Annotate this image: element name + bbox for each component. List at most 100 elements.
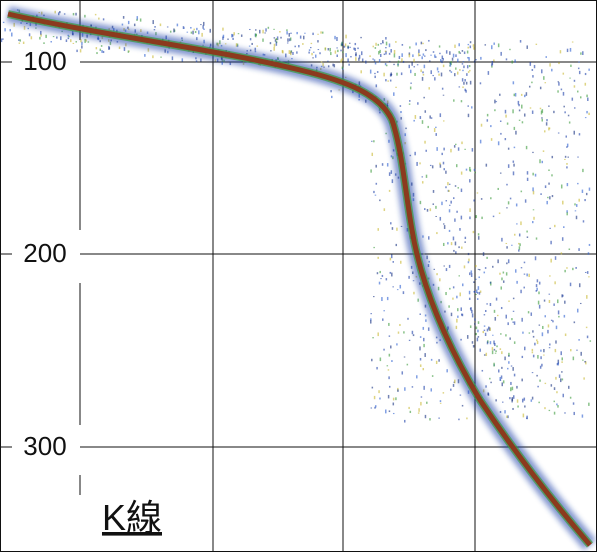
speckle bbox=[456, 211, 458, 213]
speckle bbox=[539, 282, 541, 285]
speckle bbox=[575, 210, 577, 211]
speckle bbox=[561, 89, 563, 91]
speckle bbox=[481, 217, 483, 219]
speckle bbox=[385, 37, 387, 40]
speckle bbox=[376, 183, 378, 185]
speckle bbox=[468, 261, 470, 263]
speckle bbox=[232, 38, 234, 40]
speckle bbox=[137, 16, 139, 19]
speckle bbox=[426, 256, 428, 260]
speckle bbox=[588, 276, 590, 277]
speckle bbox=[494, 100, 496, 104]
speckle bbox=[446, 50, 448, 53]
speckle bbox=[490, 282, 492, 284]
speckle bbox=[508, 361, 510, 364]
speckle bbox=[417, 299, 419, 302]
speckle bbox=[425, 319, 427, 321]
speckle bbox=[552, 156, 554, 158]
speckle bbox=[478, 269, 480, 270]
speckle bbox=[420, 364, 422, 367]
speckle bbox=[582, 51, 584, 55]
speckle bbox=[312, 33, 314, 35]
speckle bbox=[534, 343, 536, 346]
speckle bbox=[127, 27, 129, 29]
speckle bbox=[473, 47, 475, 50]
speckle bbox=[334, 64, 336, 67]
speckle bbox=[453, 99, 455, 101]
speckle bbox=[451, 313, 453, 316]
speckle bbox=[75, 13, 77, 16]
speckle bbox=[374, 59, 376, 61]
speckle bbox=[498, 141, 500, 145]
speckle bbox=[480, 82, 482, 84]
speckle bbox=[373, 296, 375, 297]
speckle bbox=[95, 14, 97, 15]
speckle bbox=[455, 67, 457, 69]
speckle bbox=[300, 36, 302, 39]
speckle bbox=[559, 374, 561, 377]
speckle bbox=[98, 18, 100, 20]
speckle bbox=[458, 246, 460, 248]
speckle bbox=[442, 88, 444, 90]
speckle bbox=[403, 291, 405, 294]
speckle bbox=[460, 339, 462, 341]
speckle bbox=[200, 58, 202, 61]
speckle bbox=[474, 61, 476, 63]
speckle bbox=[353, 48, 355, 50]
speckle bbox=[355, 52, 357, 55]
speckle bbox=[574, 85, 576, 87]
speckle bbox=[416, 162, 418, 166]
speckle bbox=[393, 398, 395, 401]
speckle bbox=[519, 109, 521, 111]
speckle bbox=[413, 120, 415, 122]
speckle bbox=[458, 51, 460, 53]
speckle bbox=[566, 146, 568, 148]
speckle bbox=[464, 51, 466, 54]
speckle bbox=[562, 295, 564, 297]
speckle bbox=[449, 265, 451, 268]
speckle bbox=[389, 335, 391, 336]
speckle bbox=[574, 321, 576, 323]
speckle bbox=[540, 356, 542, 359]
speckle bbox=[452, 58, 454, 61]
speckle bbox=[431, 117, 433, 119]
speckle bbox=[526, 273, 528, 276]
speckle bbox=[537, 355, 539, 359]
speckle bbox=[522, 399, 524, 403]
speckle bbox=[526, 45, 528, 48]
speckle bbox=[573, 357, 575, 361]
speckle bbox=[276, 42, 278, 46]
speckle bbox=[433, 51, 435, 53]
speckle bbox=[545, 185, 547, 188]
speckle bbox=[40, 31, 42, 35]
speckle bbox=[524, 398, 526, 401]
speckle bbox=[539, 325, 541, 326]
speckle bbox=[519, 120, 521, 121]
speckle bbox=[481, 198, 483, 200]
speckle bbox=[160, 24, 162, 27]
speckle bbox=[96, 52, 98, 54]
speckle bbox=[409, 340, 411, 341]
speckle bbox=[328, 65, 330, 67]
speckle bbox=[447, 242, 449, 244]
speckle bbox=[505, 315, 507, 319]
speckle bbox=[109, 47, 111, 49]
speckle bbox=[535, 256, 537, 260]
speckle bbox=[469, 291, 471, 294]
speckle bbox=[426, 175, 428, 178]
speckle bbox=[543, 150, 545, 152]
speckle bbox=[453, 250, 455, 252]
speckle bbox=[556, 391, 558, 393]
speckle bbox=[84, 15, 86, 18]
speckle bbox=[420, 201, 422, 204]
speckle bbox=[392, 179, 394, 183]
speckle bbox=[441, 153, 443, 155]
speckle bbox=[460, 394, 462, 395]
speckle bbox=[383, 73, 385, 77]
speckle bbox=[518, 249, 520, 251]
speckle bbox=[382, 275, 384, 277]
speckle bbox=[221, 62, 223, 65]
speckle bbox=[514, 321, 516, 324]
speckle bbox=[379, 50, 381, 53]
speckle bbox=[408, 276, 410, 279]
